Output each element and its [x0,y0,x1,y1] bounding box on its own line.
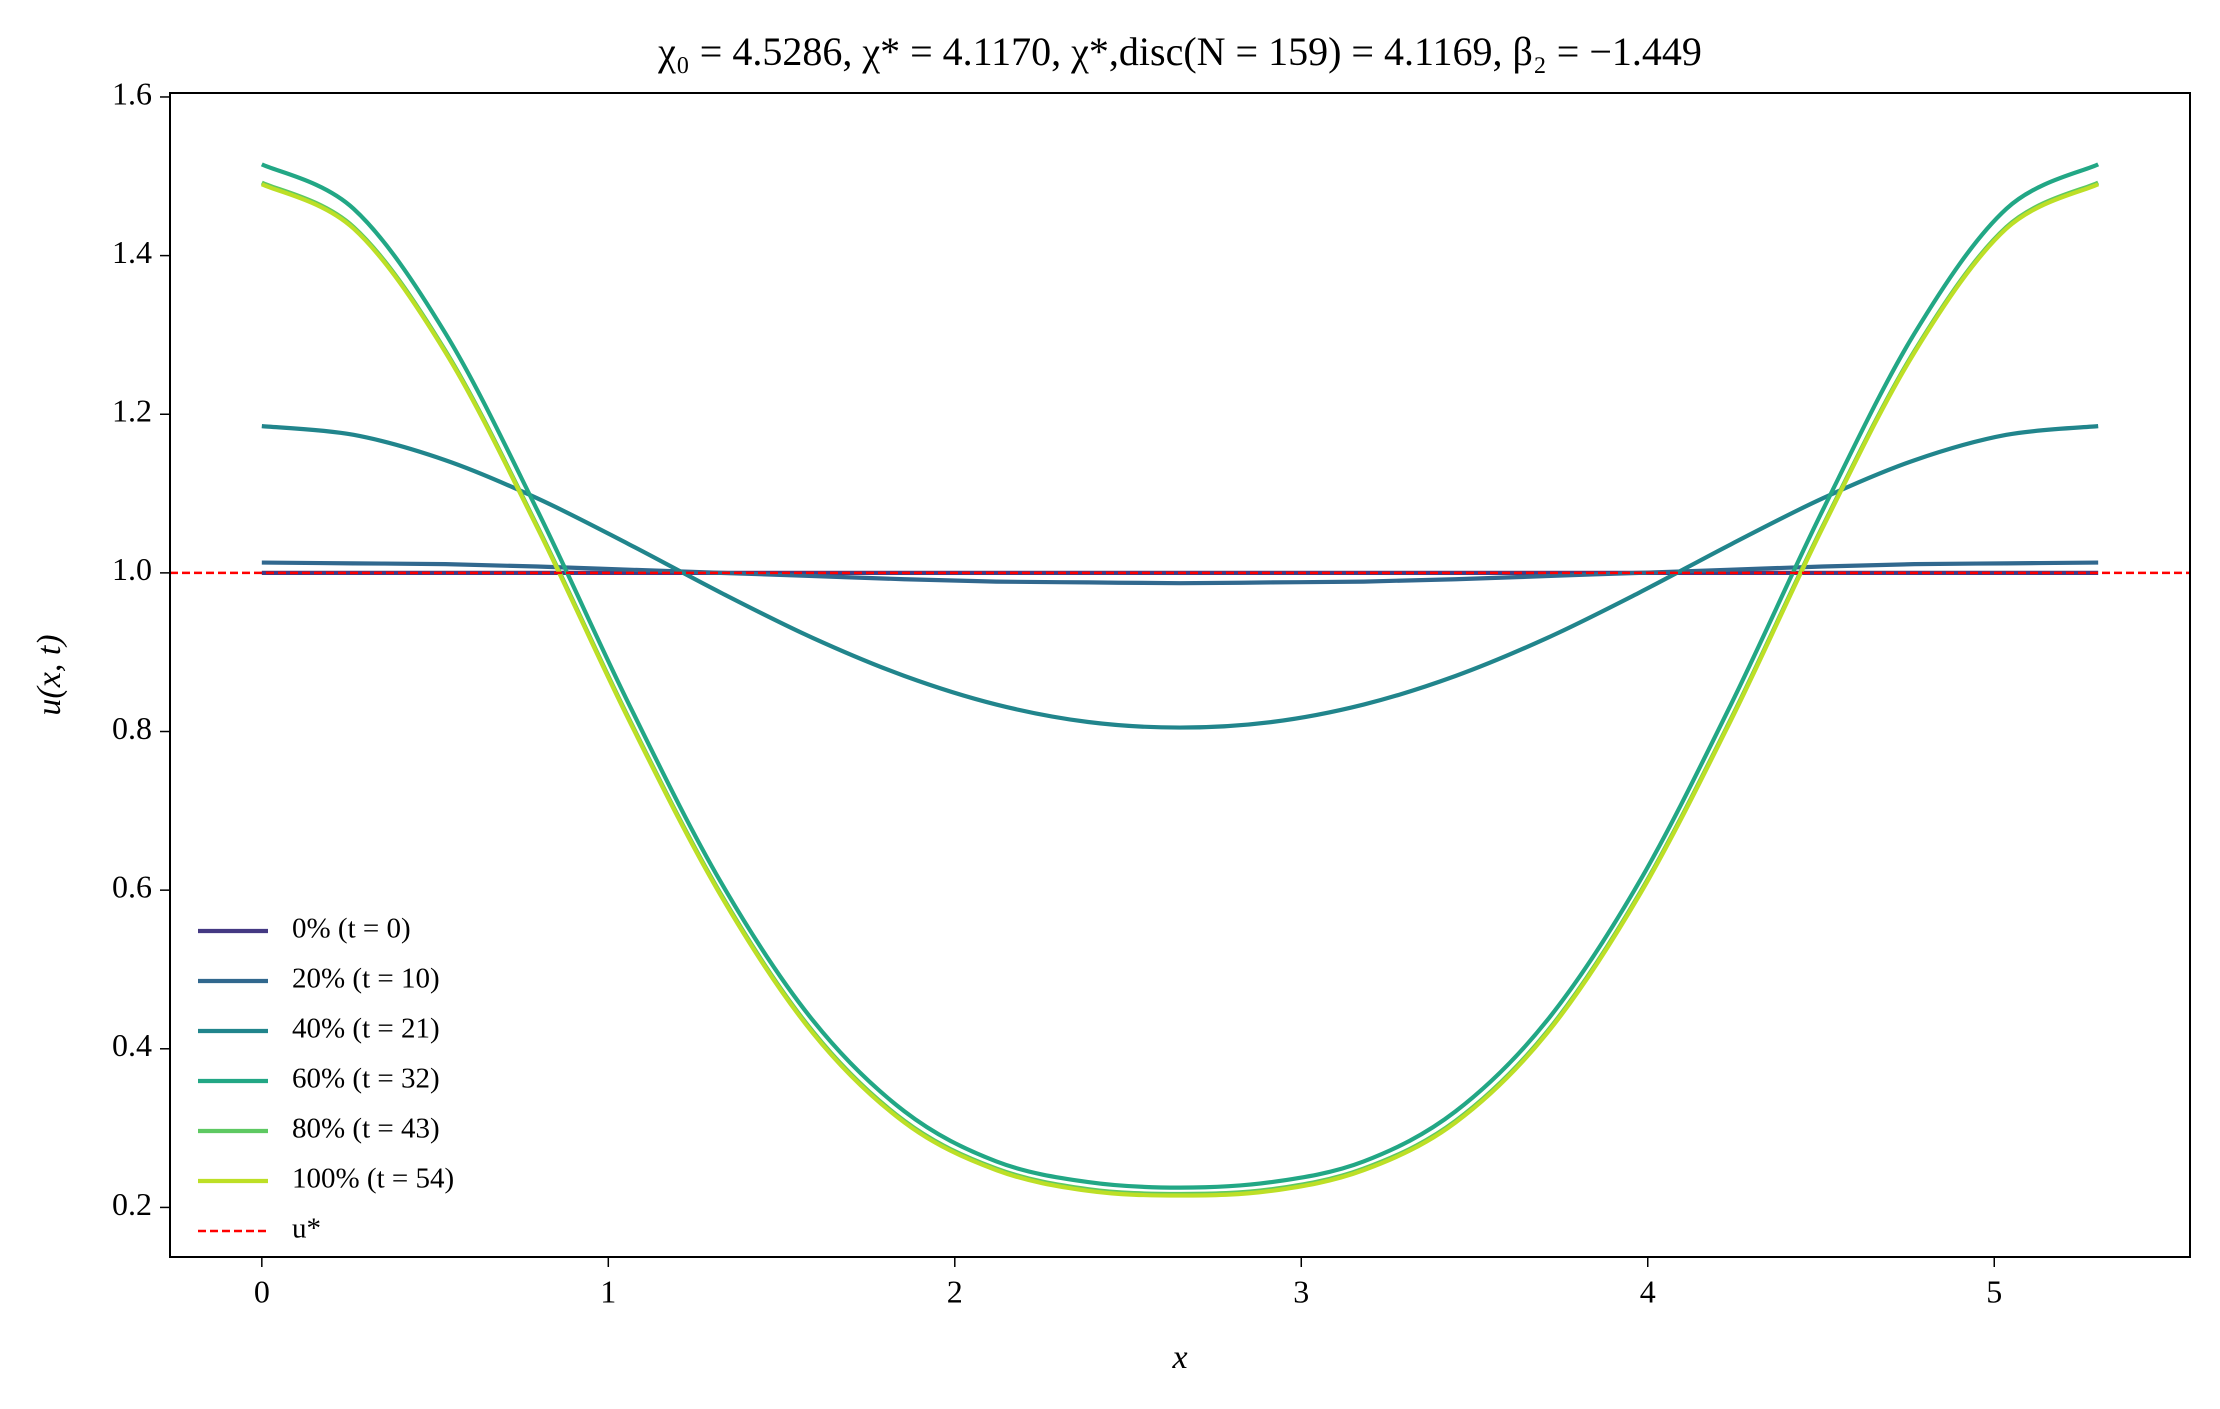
legend-label: 20% (t = 10) [292,963,440,995]
legend-label: 100% (t = 54) [292,1163,454,1195]
y-tick-label: 1.0 [112,551,152,587]
series-line [260,162,2100,1190]
x-tick-label: 3 [1293,1273,1309,1309]
plot-frame [169,92,2191,1258]
legend-label: 0% (t = 0) [292,913,411,945]
x-axis-label: x [1171,1339,1187,1376]
x-tick-label: 0 [254,1273,270,1309]
x-tick-label: 4 [1640,1273,1656,1309]
chart-title: χ₀ = 4.5286, χ* = 4.1170, χ*,disc(N = 15… [657,29,1702,74]
y-tick-label: 1.6 [112,75,152,111]
y-tick-label: 0.6 [112,868,152,904]
x-tick-label: 5 [1986,1273,2002,1309]
legend-label: 40% (t = 21) [292,1013,440,1045]
x-tick-label: 1 [600,1273,616,1309]
legend-label: 80% (t = 43) [292,1113,440,1145]
y-tick-label: 1.4 [112,234,152,270]
y-tick-label: 0.4 [112,1027,152,1063]
plot-area [170,162,2190,1198]
y-tick-label: 1.2 [112,393,152,429]
legend-label: u* [292,1213,321,1245]
x-tick-label: 2 [947,1273,963,1309]
y-tick-label: 0.2 [112,1186,152,1222]
series-line [261,424,2099,730]
y-axis-label: u(x, t) [31,634,68,715]
series-line [260,182,2100,1198]
y-tick-label: 0.8 [112,710,152,746]
series-line [260,180,2100,1197]
legend-label: 60% (t = 32) [292,1063,440,1095]
